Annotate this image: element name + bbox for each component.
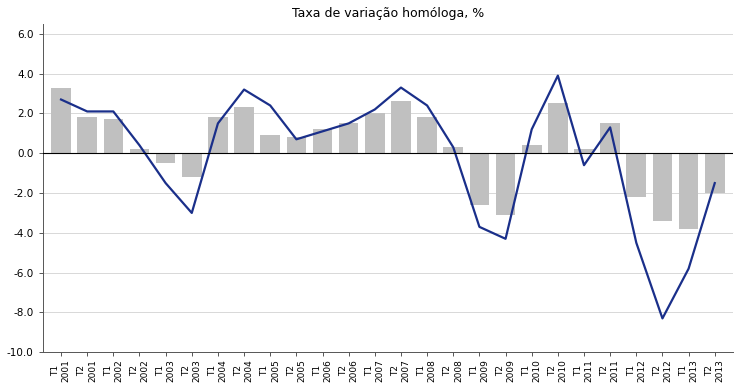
Bar: [679, 153, 699, 229]
Bar: [78, 117, 97, 153]
Bar: [705, 153, 724, 193]
Bar: [260, 135, 280, 153]
Bar: [391, 102, 411, 153]
Bar: [365, 114, 385, 153]
Bar: [627, 153, 646, 197]
Bar: [417, 117, 437, 153]
Bar: [470, 153, 489, 205]
Bar: [104, 119, 123, 153]
Bar: [156, 153, 175, 163]
Bar: [235, 107, 254, 153]
Bar: [182, 153, 201, 177]
Bar: [313, 130, 332, 153]
Title: Taxa de variação homóloga, %: Taxa de variação homóloga, %: [292, 7, 484, 20]
Bar: [496, 153, 515, 215]
Bar: [51, 88, 71, 153]
Bar: [339, 123, 358, 153]
Bar: [443, 147, 463, 153]
Bar: [522, 145, 542, 153]
Bar: [653, 153, 672, 221]
Bar: [286, 137, 306, 153]
Bar: [600, 123, 620, 153]
Bar: [130, 149, 149, 153]
Bar: [208, 117, 228, 153]
Bar: [548, 103, 568, 153]
Bar: [574, 149, 593, 153]
